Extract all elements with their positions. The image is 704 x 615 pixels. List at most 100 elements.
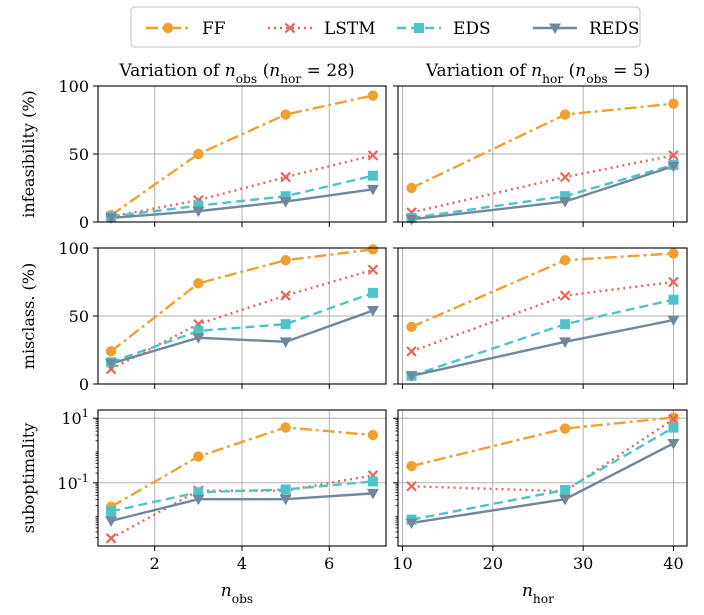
data-point-reds <box>366 184 379 196</box>
subplots: 0 50 100 infeasibility (%) 0 50 100 misclass. (… <box>19 77 688 573</box>
axes-frame <box>97 85 387 223</box>
data-point-lstm <box>406 480 417 492</box>
data-point-reds <box>667 315 680 327</box>
axes-frame <box>397 409 688 547</box>
data-point-eds <box>193 200 204 211</box>
x-tick-label: 6 <box>324 554 334 573</box>
column-titles: Variation of nobs (nhor = 28) Variation … <box>118 61 650 86</box>
y-axis-label: infeasibility (%) <box>19 90 38 218</box>
data-point-lstm <box>668 150 679 161</box>
x-tick-label: 4 <box>237 554 247 573</box>
data-point-ff <box>280 109 291 120</box>
axes-frame <box>397 85 688 223</box>
data-point-lstm <box>367 150 379 161</box>
data-point-reds <box>279 337 292 348</box>
data-point-lstm <box>668 276 679 288</box>
legend-label: REDS <box>589 19 640 39</box>
legend-entry-reds: REDS <box>533 19 640 39</box>
y-tick-label: 50 <box>69 307 89 326</box>
data-point-ff <box>105 346 117 357</box>
data-point-reds <box>559 197 572 208</box>
legend-entry-ff: FF <box>146 19 226 39</box>
legend-label: FF <box>202 19 226 39</box>
data-point-lstm <box>367 264 379 276</box>
subplot-infeasibility-obs: 0 50 100 infeasibility (%) <box>19 77 387 232</box>
legend-label: LSTM <box>324 19 376 39</box>
data-point-eds <box>367 287 378 298</box>
data-point-ff <box>406 321 417 333</box>
y-tick-label: 50 <box>69 145 89 164</box>
axes-frame <box>397 247 688 385</box>
legend-label: EDS <box>453 19 491 39</box>
data-point-reds <box>667 438 680 450</box>
series-line-eds <box>411 298 674 377</box>
data-point-lstm <box>406 346 417 357</box>
x-axis-label-obs: nobs <box>221 581 253 606</box>
data-point-eds <box>106 506 117 517</box>
data-point-reds <box>105 213 118 224</box>
data-point-lstm <box>559 290 571 301</box>
data-point-ff <box>280 422 291 433</box>
y-axis-label: misclass. (%) <box>19 263 38 369</box>
data-point-reds <box>405 518 418 529</box>
y-tick-label: 100 <box>58 77 89 96</box>
series-line-lstm <box>110 474 374 540</box>
data-point-eds <box>367 476 378 487</box>
data-point-ff <box>367 90 379 101</box>
data-point-eds <box>280 319 291 330</box>
x-tick-label: 10 <box>392 554 412 573</box>
data-point-reds <box>366 488 379 500</box>
subplot-suboptimality-obs: 2 4 6 10-1 101 suboptimality <box>19 406 387 573</box>
data-point-reds <box>366 306 379 317</box>
series-group <box>405 98 680 226</box>
data-point-eds <box>280 191 291 202</box>
data-point-eds <box>280 484 291 495</box>
legend-entry-lstm: LSTM <box>268 19 376 39</box>
series-group <box>105 422 379 544</box>
subplot-infeasibility-hor <box>393 85 688 227</box>
data-point-ff <box>559 109 571 120</box>
data-point-reds <box>105 359 118 370</box>
series-group <box>105 90 379 224</box>
data-point-eds <box>193 487 204 498</box>
x-tick-label: 40 <box>663 554 683 573</box>
series-group <box>105 244 379 375</box>
y-tick-label: 0 <box>79 375 89 394</box>
series-line-reds <box>110 492 373 523</box>
series-line-ff <box>110 248 374 353</box>
legend-marker-ff <box>162 22 174 34</box>
data-point-eds <box>193 325 204 336</box>
series-line-reds <box>411 165 674 221</box>
series-line-ff <box>411 416 674 468</box>
data-point-reds <box>192 333 205 344</box>
data-point-reds <box>279 197 292 208</box>
data-point-eds <box>668 294 679 305</box>
series-line-reds <box>110 188 374 220</box>
data-point-reds <box>405 214 418 226</box>
data-point-lstm <box>668 413 679 425</box>
legend-frame <box>130 6 641 48</box>
subplot-misclass-hor <box>393 247 688 389</box>
data-point-eds <box>668 422 679 433</box>
x-tick-label: 30 <box>573 554 593 573</box>
data-point-reds <box>105 516 118 527</box>
data-point-ff <box>668 248 679 259</box>
data-point-lstm <box>280 171 291 183</box>
series-line-reds <box>411 318 674 378</box>
column-title-hor: Variation of nhor (nobs = 5) <box>425 61 650 86</box>
y-tick-label: 10-1 <box>57 471 89 493</box>
data-point-eds <box>560 319 571 330</box>
series-line-eds <box>110 291 374 364</box>
series-line-eds <box>411 163 674 220</box>
series-line-reds <box>110 309 374 365</box>
legend-marker-lstm <box>284 22 296 34</box>
data-point-ff <box>559 423 571 434</box>
data-point-reds <box>405 371 418 382</box>
legend-marker-eds <box>414 23 424 33</box>
x-tick-label: 20 <box>483 554 503 573</box>
data-point-eds <box>560 191 571 202</box>
series-group <box>405 412 680 529</box>
y-tick-label: 100 <box>58 239 89 258</box>
series-line-ff <box>110 426 374 508</box>
